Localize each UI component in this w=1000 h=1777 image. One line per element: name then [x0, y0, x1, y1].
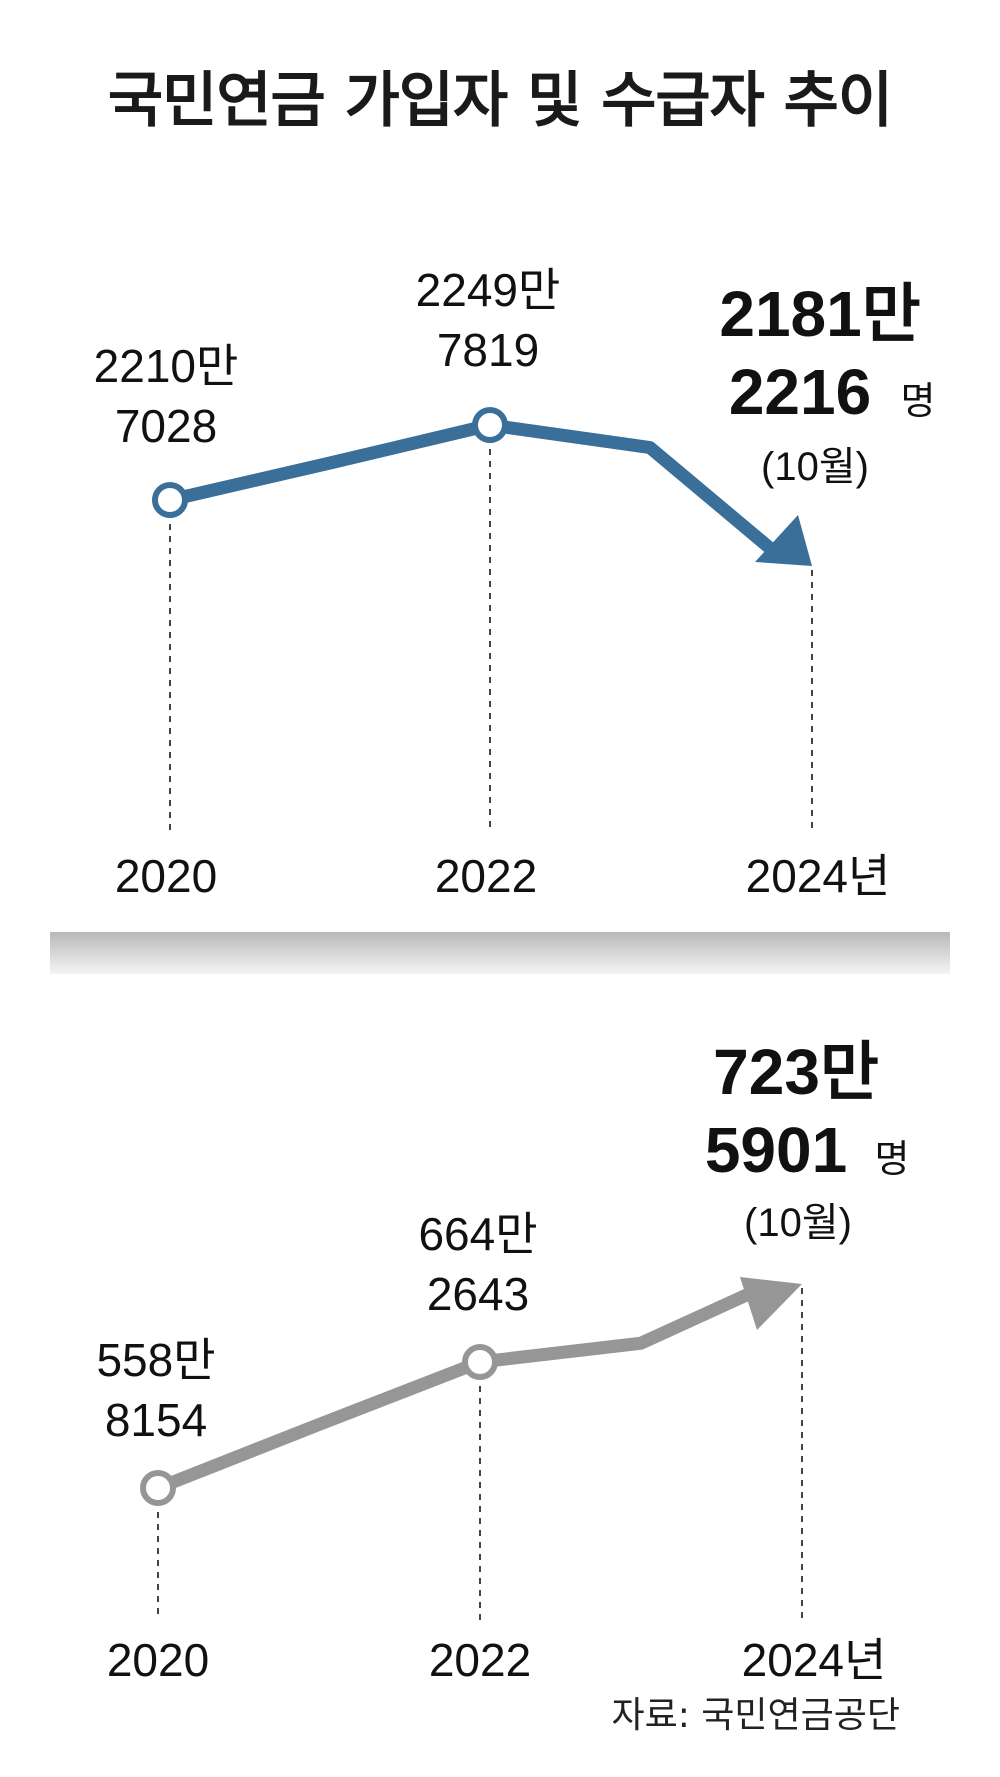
recipients-label-2024-note: (10월) [744, 1201, 852, 1245]
subscribers-chart: 2210만 7028 2249만 7819 2181만 2216 명 (10월)… [94, 264, 936, 902]
recipients-badge: 수급자 [115, 1053, 240, 1107]
source-note: 자료: 국민연금공단 [611, 1695, 900, 1736]
subscribers-tick-2020: 2020 [115, 850, 217, 902]
subscribers-point-2020 [152, 482, 188, 518]
subscribers-label-2024-note: (10월) [761, 445, 869, 489]
recipients-label-2024-unit: 명 [875, 1139, 910, 1181]
recipients-label-2022-line1: 664만 [418, 1208, 537, 1260]
chart-title: 국민연금 가입자 및 수급자 추이 [107, 66, 893, 136]
recipients-point-2020 [140, 1470, 176, 1506]
recipients-label-2020-line1: 558만 [96, 1334, 215, 1386]
subscribers-label-2020-line1: 2210만 [94, 340, 239, 392]
section-divider [50, 932, 950, 974]
recipients-tick-2024: 2024년 [742, 1634, 887, 1686]
subscribers-point-2022 [472, 407, 508, 443]
recipients-series-line [151, 1284, 762, 1495]
subscribers-label-2024-unit: 명 [901, 381, 936, 423]
subscribers-label-2024-line2: 2216 [729, 356, 871, 428]
recipients-label-2022-line2: 2643 [427, 1268, 529, 1320]
subscribers-label-2022-line2: 7819 [437, 324, 539, 376]
subscribers-label-2020-line2: 7028 [115, 400, 217, 452]
subscribers-badge: 가입자 [115, 204, 240, 258]
recipients-tick-2022: 2022 [429, 1634, 531, 1686]
subscribers-arrow-head [755, 515, 812, 566]
subscribers-tick-2024: 2024년 [746, 850, 891, 902]
subscribers-series-line [163, 418, 787, 564]
recipients-label-2024-line2: 5901 [705, 1114, 847, 1186]
subscribers-label-2022-line1: 2249만 [416, 264, 561, 316]
recipients-point-2022 [462, 1344, 498, 1380]
subscribers-label-2024-line1: 2181만 [719, 278, 920, 350]
recipients-label-2024-line1: 723만 [713, 1036, 879, 1108]
recipients-tick-2020: 2020 [107, 1634, 209, 1686]
recipients-chart: 558만 8154 664만 2643 723만 5901 명 (10월) 20… [96, 1036, 909, 1686]
recipients-arrow-head [740, 1277, 802, 1330]
subscribers-tick-2022: 2022 [435, 850, 537, 902]
recipients-label-2020-line2: 8154 [105, 1394, 207, 1446]
